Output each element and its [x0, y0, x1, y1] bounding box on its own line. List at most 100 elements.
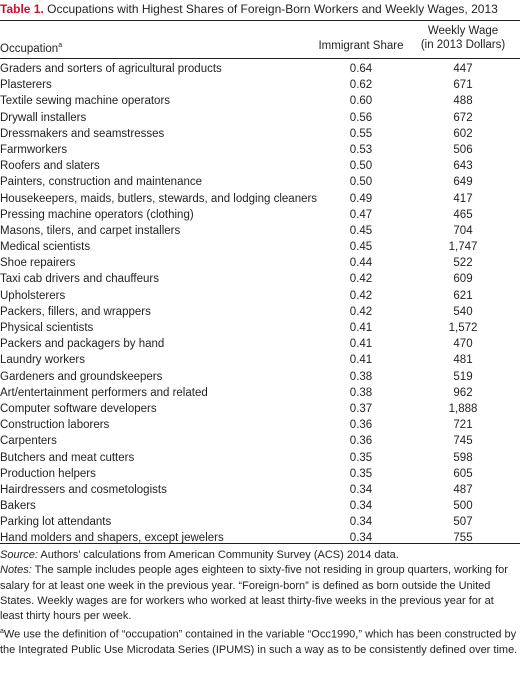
table-row: Masons, tilers, and carpet installers 0.4… [0, 223, 520, 239]
occupation-cell: Roofers and slaters [0, 160, 100, 173]
table-row: Farmworkers 0.53 506 [0, 142, 520, 158]
table-number: Table 1. [0, 2, 44, 16]
immigrant-share-cell: 0.36 [349, 419, 373, 432]
occupation-cell: Physical scientists [0, 322, 94, 334]
weekly-wage-cell: 621 [453, 289, 473, 302]
immigrant-share-cell: 0.35 [349, 451, 373, 464]
table-row: Bakers 0.34 500 [0, 498, 520, 514]
table-row: Textile sewing machine operators 0.60 488 [0, 93, 520, 109]
occupation-cell: Art/entertainment performers and related [0, 386, 208, 399]
table-title-text: Occupations with Highest Shares of Forei… [43, 2, 498, 16]
weekly-wage-cell: 672 [453, 111, 473, 124]
table-body: Graders and sorters of agricultural prod… [0, 61, 520, 547]
weekly-wage-cell: 500 [453, 500, 473, 513]
occupation-cell: Upholsterers [0, 289, 66, 302]
table-row: Parking lot attendants 0.34 507 [0, 514, 520, 530]
table-title: Table 1. Occupations with Highest Shares… [0, 0, 520, 18]
weekly-wage-cell: 745 [453, 435, 473, 448]
immigrant-share-cell: 0.34 [349, 532, 373, 545]
weekly-wage-cell: 755 [453, 532, 473, 545]
immigrant-share-cell: 0.56 [349, 111, 373, 124]
immigrant-share-cell: 0.45 [349, 224, 373, 237]
weekly-wage-cell: 519 [453, 370, 473, 383]
occupation-cell: Drywall installers [0, 111, 87, 124]
table-row: Pressing machine operators (clothing) 0.4… [0, 207, 520, 223]
immigrant-share-cell: 0.35 [349, 467, 373, 480]
table-row: Carpenters 0.36 745 [0, 433, 520, 449]
occupation-cell: Masons, tilers, and carpet installers [0, 224, 181, 237]
immigrant-share-cell: 0.34 [349, 500, 373, 513]
header-immigrant-share: Immigrant Share [318, 40, 404, 52]
immigrant-share-cell: 0.41 [349, 322, 373, 334]
weekly-wage-cell: 649 [453, 176, 473, 189]
table-row: Gardeners and groundskeepers 0.38 519 [0, 369, 520, 385]
top-rule [0, 20, 520, 21]
occupation-cell: Plasterers [0, 79, 52, 92]
immigrant-share-cell: 0.38 [349, 386, 373, 399]
immigrant-share-cell: 0.62 [349, 79, 373, 92]
header-occupation: Occupationa [0, 42, 63, 55]
occupation-cell: Graders and sorters of agricultural prod… [0, 63, 222, 75]
table-row: Medical scientists 0.45 1,747 [0, 239, 520, 255]
occupation-cell: Computer software developers [0, 402, 157, 415]
occupation-cell: Packers, fillers, and wrappers [0, 305, 151, 318]
weekly-wage-cell: 507 [453, 516, 473, 529]
table-row: Painters, construction and maintenance 0.… [0, 174, 520, 190]
weekly-wage-cell: 465 [453, 208, 473, 221]
weekly-wage-cell: 417 [453, 192, 473, 205]
immigrant-share-cell: 0.60 [349, 95, 373, 108]
table-row: Shoe repairers 0.44 522 [0, 255, 520, 271]
weekly-wage-cell: 671 [453, 79, 473, 92]
immigrant-share-cell: 0.42 [349, 273, 373, 286]
occupation-cell: Laundry workers [0, 354, 86, 367]
footnote-marker: a [58, 42, 63, 49]
weekly-wage-cell: 1,747 [448, 241, 478, 254]
table-row: Roofers and slaters 0.50 643 [0, 158, 520, 174]
weekly-wage-cell: 470 [453, 338, 473, 351]
footnote: aWe use the definition of “occupation” c… [0, 628, 518, 657]
weekly-wage-cell: 488 [453, 95, 473, 108]
immigrant-share-cell: 0.44 [349, 257, 373, 270]
weekly-wage-cell: 522 [453, 257, 473, 270]
occupation-cell: Bakers [0, 500, 36, 513]
occupation-cell: Hairdressers and cosmetologists [0, 483, 167, 496]
occupation-cell: Painters, construction and maintenance [0, 176, 203, 189]
immigrant-share-cell: 0.55 [349, 127, 373, 140]
occupation-cell: Housekeepers, maids, butlers, stewards, … [0, 192, 318, 205]
table-row: Hand molders and shapers, except jeweler… [0, 530, 520, 546]
occupation-cell: Carpenters [0, 435, 57, 448]
weekly-wage-cell: 643 [453, 160, 473, 173]
occupation-cell: Pressing machine operators (clothing) [0, 208, 194, 221]
weekly-wage-cell: 704 [453, 224, 473, 237]
table-row: Dressmakers and seamstresses 0.55 602 [0, 126, 520, 142]
occupation-cell: Butchers and meat cutters [0, 451, 135, 464]
source-note: Source: Authors’ calculations from Ameri… [0, 549, 399, 561]
table-row: Upholsterers 0.42 621 [0, 288, 520, 304]
weekly-wage-cell: 721 [453, 419, 473, 432]
table-row: Packers, fillers, and wrappers 0.42 540 [0, 304, 520, 320]
immigrant-share-cell: 0.50 [349, 160, 373, 173]
immigrant-share-cell: 0.64 [349, 63, 373, 75]
header-rule [0, 58, 520, 59]
occupation-cell: Packers and packagers by hand [0, 338, 165, 351]
immigrant-share-cell: 0.50 [349, 176, 373, 189]
immigrant-share-cell: 0.42 [349, 305, 373, 318]
weekly-wage-cell: 602 [453, 127, 473, 140]
immigrant-share-cell: 0.45 [349, 241, 373, 254]
immigrant-share-cell: 0.37 [349, 402, 373, 415]
weekly-wage-cell: 481 [453, 354, 473, 367]
header-weekly-wage: Weekly Wage (in 2013 Dollars) [420, 25, 506, 51]
immigrant-share-cell: 0.34 [349, 516, 373, 529]
table-row: Physical scientists 0.41 1,572 [0, 320, 520, 336]
table-row: Construction laborers 0.36 721 [0, 417, 520, 433]
table-row: Graders and sorters of agricultural prod… [0, 61, 520, 77]
occupation-cell: Dressmakers and seamstresses [0, 127, 165, 140]
table-notes: Source: Authors’ calculations from Ameri… [0, 548, 520, 659]
occupation-cell: Farmworkers [0, 143, 68, 156]
weekly-wage-cell: 609 [453, 273, 473, 286]
occupation-cell: Construction laborers [0, 419, 110, 432]
weekly-wage-cell: 487 [453, 483, 473, 496]
weekly-wage-cell: 447 [453, 63, 473, 75]
occupation-cell: Textile sewing machine operators [0, 95, 171, 108]
table-row: Packers and packagers by hand 0.41 470 [0, 336, 520, 352]
